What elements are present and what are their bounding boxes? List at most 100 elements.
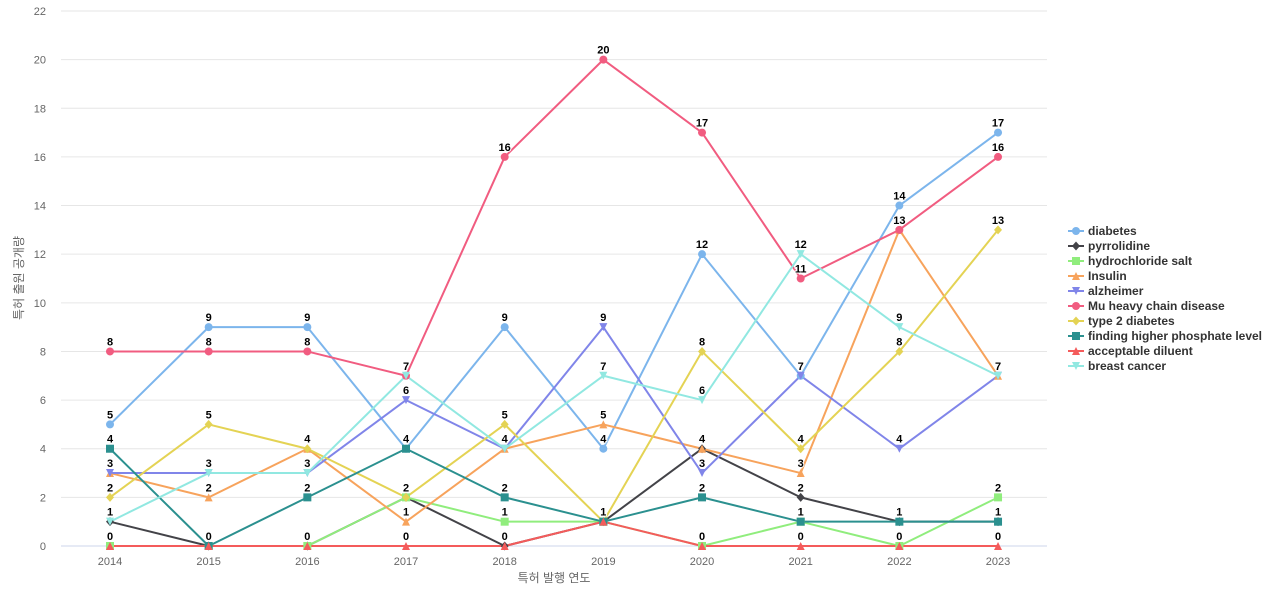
data-point (796, 274, 805, 283)
legend-item[interactable]: pyrrolidine (1068, 239, 1150, 253)
data-label: 0 (502, 531, 508, 543)
series-line (109, 58, 1000, 377)
data-label: 1 (995, 507, 1001, 519)
y-tick-label: 4 (40, 444, 46, 456)
data-point (994, 128, 1003, 137)
legend-label: breast cancer (1088, 359, 1166, 373)
data-point (402, 492, 411, 502)
data-point (796, 542, 805, 550)
data-label: 4 (403, 434, 410, 446)
legend-item[interactable]: acceptable diluent (1068, 344, 1193, 358)
data-label: 17 (992, 118, 1004, 130)
data-point (698, 493, 707, 502)
data-point (599, 323, 608, 332)
data-point (303, 347, 312, 356)
data-point (204, 469, 213, 478)
legend-marker (1072, 347, 1080, 355)
data-label: 0 (403, 531, 409, 543)
data-point (599, 420, 608, 429)
data-point (698, 469, 707, 478)
legend-item[interactable]: diabetes (1068, 224, 1137, 238)
data-point (796, 492, 805, 502)
x-tick-label: 2018 (492, 556, 516, 568)
data-point (796, 517, 805, 526)
data-point (698, 542, 707, 550)
legend-item[interactable]: breast cancer (1068, 359, 1166, 373)
data-label: 3 (107, 458, 113, 470)
data-label: 7 (403, 361, 409, 373)
data-point (204, 323, 213, 332)
legend-item[interactable]: Mu heavy chain disease (1068, 299, 1225, 313)
data-label: 4 (107, 434, 114, 446)
data-point (994, 225, 1003, 235)
data-point (106, 347, 114, 356)
data-label: 1 (502, 507, 508, 519)
data-point (204, 347, 213, 356)
data-point (500, 152, 509, 161)
y-tick-label: 22 (34, 6, 46, 18)
data-point (895, 346, 904, 356)
legend-item[interactable]: type 2 diabetes (1068, 314, 1175, 328)
data-label: 2 (304, 482, 310, 494)
data-point (402, 371, 411, 380)
legend-marker (1072, 362, 1080, 370)
data-point (994, 517, 1003, 526)
data-point (895, 517, 904, 526)
data-label: 0 (798, 531, 804, 543)
data-label: 0 (896, 531, 902, 543)
data-label: 2 (502, 482, 508, 494)
y-tick-label: 0 (40, 541, 46, 553)
y-axis: 0 2 4 6 8 10 12 14 16 18 20 22 (34, 6, 46, 553)
legend-label: pyrrolidine (1088, 239, 1150, 253)
series-lines (106, 55, 1003, 551)
data-label: 4 (600, 434, 607, 446)
series-line (109, 520, 1000, 547)
legend-marker (1072, 257, 1080, 265)
data-point (796, 469, 805, 478)
series-line (109, 447, 1000, 547)
data-label: 9 (896, 312, 902, 324)
y-tick-label: 8 (40, 346, 46, 358)
data-point (106, 542, 114, 550)
data-point (994, 493, 1003, 502)
data-label: 4 (896, 434, 903, 446)
data-point (303, 323, 312, 332)
data-point (303, 469, 312, 478)
x-tick-label: 2022 (887, 556, 911, 568)
legend-item[interactable]: finding higher phosphate level (1068, 329, 1262, 343)
data-point (895, 542, 904, 550)
y-tick-label: 12 (34, 249, 46, 261)
data-point (796, 444, 805, 454)
data-label: 4 (502, 434, 509, 446)
y-tick-label: 16 (34, 152, 46, 164)
data-point (500, 517, 509, 526)
data-label: 2 (699, 482, 705, 494)
data-point (500, 419, 509, 429)
data-point (500, 542, 509, 550)
legend-label: alzheimer (1088, 284, 1144, 298)
data-label: 3 (699, 458, 705, 470)
data-point (994, 542, 1003, 550)
legend-item[interactable]: alzheimer (1068, 284, 1144, 298)
y-axis-title: 특허 출원 공개량 (12, 236, 26, 320)
data-label: 2 (107, 482, 113, 494)
y-tick-label: 10 (34, 298, 46, 310)
legend-marker (1072, 287, 1080, 295)
data-point (106, 469, 114, 478)
legend-item[interactable]: Insulin (1068, 269, 1127, 283)
data-label: 2 (403, 482, 409, 494)
data-point (402, 542, 411, 550)
data-point (895, 444, 904, 453)
x-axis-title: 특허 발행 연도 (518, 570, 591, 585)
data-label: 5 (600, 409, 606, 421)
x-tick-label: 2016 (295, 556, 319, 568)
legend-label: Insulin (1088, 269, 1127, 283)
legend-item[interactable]: hydrochloride salt (1068, 254, 1192, 268)
x-tick-label: 2020 (690, 556, 714, 568)
y-tick-label: 18 (34, 103, 46, 115)
y-tick-label: 2 (40, 492, 46, 504)
data-point (500, 323, 509, 332)
data-label: 9 (304, 312, 310, 324)
